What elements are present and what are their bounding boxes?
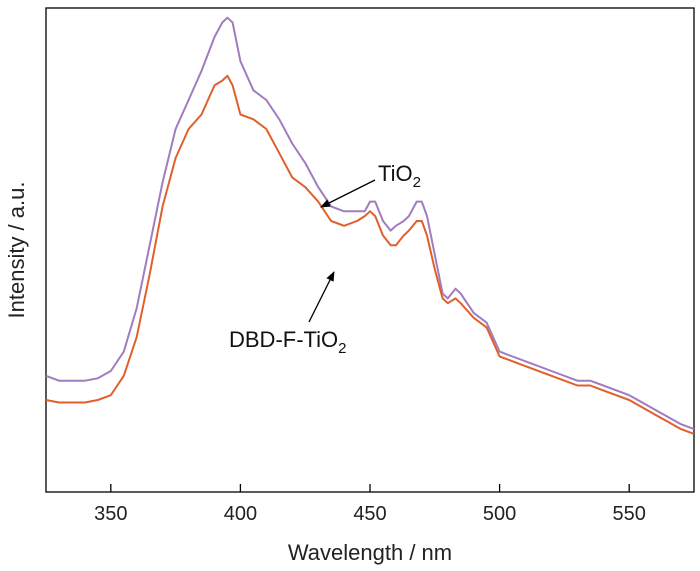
x-axis-ticks: 350 400 450 500 550	[94, 484, 646, 525]
annotation-dbd-f-tio2-arrow	[308, 271, 335, 323]
x-tick-label: 500	[483, 503, 516, 525]
plot-frame	[45, 7, 695, 493]
annotation-tio2: TiO2	[378, 161, 421, 191]
annotation-tio2-main: TiO	[378, 161, 413, 186]
annotation-dbd-sub: 2	[338, 340, 346, 357]
x-tick-label: 350	[94, 503, 127, 525]
x-tick-label: 400	[224, 503, 257, 525]
annotation-tio2-arrow	[320, 179, 376, 208]
series-line-1	[45, 74, 695, 435]
annotation-tio2-sub: 2	[413, 174, 421, 191]
y-axis-title: Intensity / a.u.	[4, 182, 29, 319]
annotation-dbd-main: DBD-F-TiO	[229, 327, 338, 352]
series-line-0	[45, 16, 695, 431]
x-axis-title: Wavelength / nm	[288, 540, 452, 565]
annotation-dbd-f-tio2: DBD-F-TiO2	[229, 327, 347, 357]
annotations: TiO2 DBD-F-TiO2	[229, 161, 421, 357]
x-tick-label: 450	[353, 503, 386, 525]
series-layer	[45, 16, 695, 435]
x-tick-label: 550	[613, 503, 646, 525]
